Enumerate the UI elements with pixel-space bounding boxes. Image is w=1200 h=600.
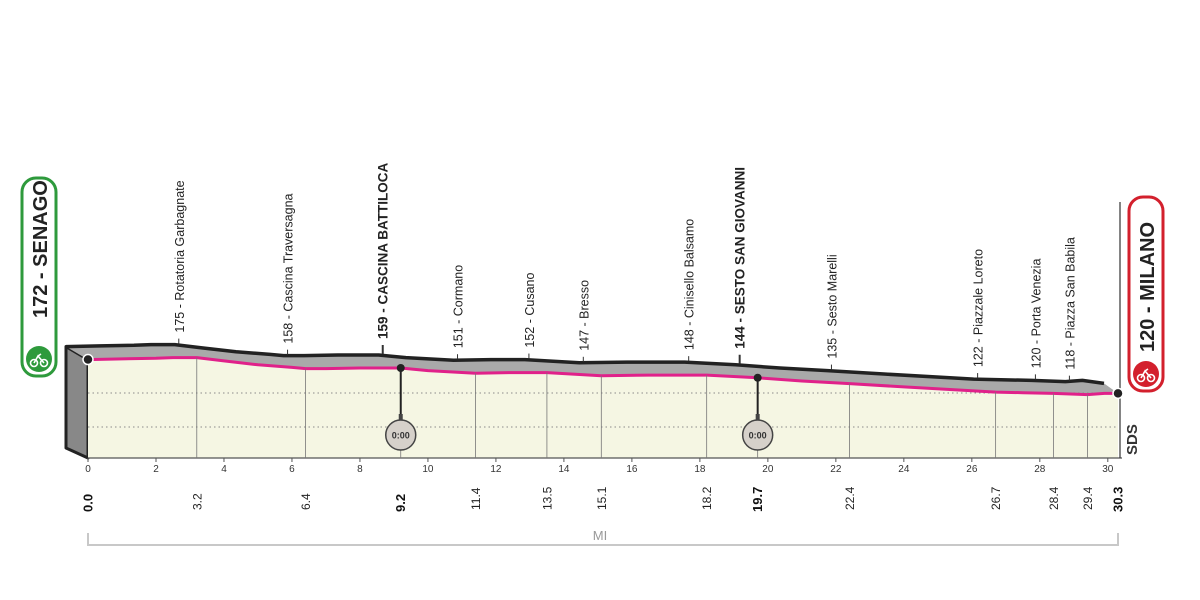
finish-cyclist-icon <box>1133 361 1159 387</box>
finish-badge-label: 120 - MILANO <box>1137 222 1159 352</box>
waypoint-label-6: 147 - Bresso <box>577 280 591 351</box>
waypoint-label-3: 159 - CASCINA BATTILOCA <box>376 162 391 339</box>
km-label-8: 19.7 <box>750 487 765 512</box>
chrono-dot-3 <box>397 364 405 372</box>
waypoint-label-7: 148 - Cinisello Balsamo <box>683 219 697 350</box>
x-tick-label-5: 10 <box>422 464 434 475</box>
distance-bracket: MI <box>88 528 1118 545</box>
x-tick-label-7: 14 <box>558 464 570 475</box>
x-tick-label-6: 12 <box>490 464 502 475</box>
km-label-5: 13.5 <box>540 486 554 510</box>
km-label-3: 9.2 <box>393 494 408 512</box>
waypoint-label-10: 122 - Piazzale Loreto <box>972 249 986 367</box>
x-tick-label-4: 8 <box>357 464 363 475</box>
km-label-11: 28.4 <box>1047 486 1061 510</box>
chrono-crown-3 <box>399 414 403 420</box>
km-label-2: 6.4 <box>299 493 313 510</box>
start-cyclist-icon <box>26 346 52 372</box>
sds-logo: SDS <box>1124 424 1141 455</box>
x-tick-label-13: 26 <box>966 464 978 475</box>
chrono-crown-8 <box>756 414 760 420</box>
start-point-dot <box>83 355 93 365</box>
waypoint-label-4: 151 - Cormano <box>452 265 466 348</box>
km-label-6: 15.1 <box>595 486 609 510</box>
waypoint-label-8: 144 - SESTO SAN GIOVANNI <box>733 167 748 349</box>
km-label-12: 29.4 <box>1081 486 1095 510</box>
waypoint-label-9: 135 - Sesto Marelli <box>826 254 840 358</box>
profile-base-layer <box>66 202 1122 458</box>
km-label-0: 0.0 <box>81 494 96 512</box>
start-badge: 172 - SENAGO <box>22 178 56 376</box>
km-label-13: 30.3 <box>1111 487 1126 512</box>
x-tick-label-11: 22 <box>830 464 842 475</box>
x-tick-label-0: 0 <box>85 464 91 475</box>
chrono-time-3: 0:00 <box>392 431 410 441</box>
start-badge-label: 172 - SENAGO <box>30 180 52 318</box>
x-tick-label-8: 16 <box>626 464 638 475</box>
x-tick-label-1: 2 <box>153 464 159 475</box>
waypoint-label-11: 120 - Porta Venezia <box>1029 259 1043 369</box>
finish-badge: 120 - MILANO <box>1129 197 1163 391</box>
x-tick-label-12: 24 <box>898 464 910 475</box>
x-tick-label-14: 28 <box>1034 464 1046 475</box>
x-tick-label-10: 20 <box>762 464 774 475</box>
waypoint-label-2: 158 - Cascina Traversagna <box>282 193 296 343</box>
chrono-dot-8 <box>754 374 762 382</box>
waypoint-label-5: 152 - Cusano <box>523 273 537 348</box>
waypoint-label-1: 175 - Rotatoria Garbagnate <box>173 180 187 332</box>
km-labels: 0.0 3.2 6.4 9.2 11.4 13.5 15.1 18.2 19.7 22.4 26.7… <box>81 486 1126 512</box>
x-tick-label-2: 4 <box>221 464 227 475</box>
x-tick-label-15: 30 <box>1102 464 1114 475</box>
km-label-7: 18.2 <box>700 486 714 510</box>
km-label-9: 22.4 <box>843 486 857 510</box>
x-tick-label-9: 18 <box>694 464 706 475</box>
chrono-time-8: 0:00 <box>749 431 767 441</box>
x-tick-label-3: 6 <box>289 464 295 475</box>
finish-point-dot <box>1113 388 1123 398</box>
waypoint-label-12: 118 - Piazza San Babila <box>1063 237 1077 370</box>
x-unit-label: MI <box>593 528 607 543</box>
km-label-10: 26.7 <box>989 486 1003 510</box>
x-axis: 024681012141618202224262830 <box>85 458 1114 475</box>
km-label-4: 11.4 <box>469 487 483 510</box>
km-label-1: 3.2 <box>190 493 204 510</box>
